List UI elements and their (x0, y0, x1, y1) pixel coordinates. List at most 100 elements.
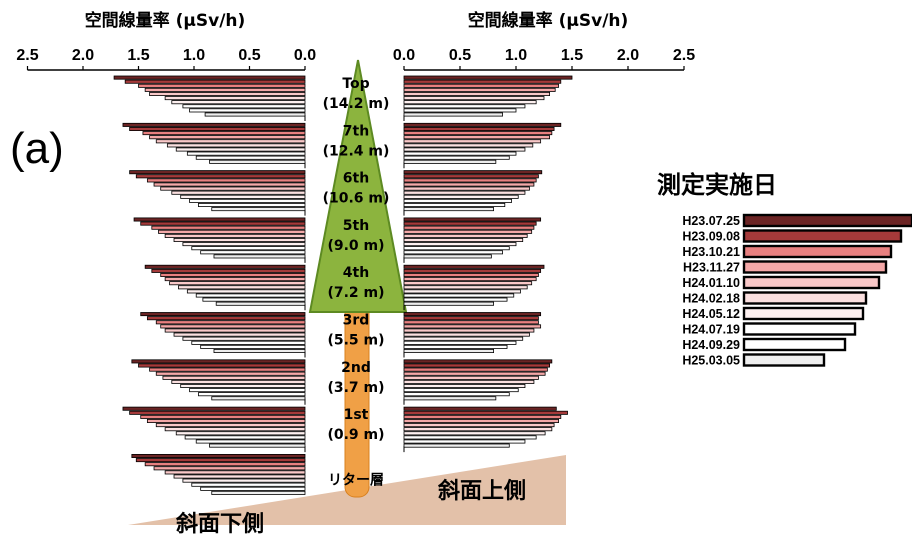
bar-left (149, 135, 306, 140)
right-tick-label: 1.0 (505, 47, 527, 64)
bar-right (403, 443, 510, 448)
bar-right (403, 254, 492, 259)
bar-left (180, 383, 306, 388)
right-tick-label: 1.5 (561, 47, 583, 64)
legend-layer: H23.07.25H23.09.08H23.10.21H23.11.27H24.… (682, 213, 912, 368)
bar-left (140, 221, 306, 226)
bar-right (403, 100, 537, 105)
bar-left (158, 229, 306, 234)
bar-left (173, 474, 306, 479)
legend-swatch (742, 322, 857, 336)
bar-left (211, 490, 306, 495)
height-label: 2nd (341, 360, 371, 376)
bar-right (403, 316, 539, 321)
bar-right (403, 396, 497, 401)
bar-right (403, 104, 526, 109)
legend-entry-label: H23.07.25 (682, 214, 740, 228)
bar-left (191, 340, 306, 345)
bar-left (144, 462, 306, 467)
legend-entry-label: H24.09.29 (682, 338, 740, 352)
bar-right (403, 427, 553, 432)
bar-left (195, 439, 306, 444)
bar-left (164, 277, 306, 282)
bar-right (403, 328, 535, 333)
bar-right (403, 127, 555, 132)
bar-right (403, 198, 512, 203)
panel-label: (a) (10, 124, 64, 173)
bar-left (140, 414, 306, 419)
legend-swatch (742, 337, 847, 352)
legend-entry-label: H24.02.18 (682, 292, 740, 306)
bar-left (155, 139, 306, 144)
bar-right (403, 340, 517, 345)
bar-left (164, 233, 306, 238)
bar-left (155, 423, 306, 428)
bar-right (403, 79, 562, 84)
slope-label-upper: 斜面上側 (437, 478, 526, 504)
bar-left (162, 375, 306, 380)
bar-left (200, 250, 306, 255)
tree-trunk (344, 299, 370, 498)
bar-left (146, 418, 306, 423)
bar-right (403, 363, 551, 368)
legend-entry-label: H23.09.08 (682, 230, 740, 244)
legend-entry-label: H24.01.10 (682, 276, 740, 290)
bar-left (198, 392, 306, 397)
bar-left (153, 182, 306, 187)
bar-right (403, 293, 515, 298)
axes-layer: 2.5 2.0 1.5 1.0 0.5 0.0 0.0 0.5 1.0 1.5 2.0 2.5 (16, 47, 695, 453)
bar-right (403, 186, 530, 191)
bar-left (189, 198, 306, 203)
bar-right (403, 155, 510, 160)
bar-right (403, 83, 559, 88)
height-sublabel: (0.9 m) (327, 427, 384, 443)
bar-left (182, 478, 306, 483)
height-label: 3rd (343, 313, 370, 329)
legend-swatch (742, 229, 903, 243)
bar-left (160, 324, 306, 329)
bar-left (164, 96, 306, 101)
bar-right (403, 108, 517, 113)
bar-right (403, 217, 542, 222)
bar-right (403, 435, 537, 440)
bar-left (155, 371, 306, 376)
bar-left (142, 131, 306, 136)
bar-left (151, 225, 306, 230)
bar-right (403, 324, 542, 329)
bar-right (403, 147, 526, 152)
bar-right (403, 207, 494, 212)
bar-left (211, 207, 306, 212)
bar-left (173, 237, 306, 242)
bar-left (149, 367, 306, 372)
legend-swatch (742, 260, 888, 274)
bar-left (195, 293, 306, 298)
bar-right (403, 375, 539, 380)
bar-left (182, 242, 306, 247)
bar-right (403, 135, 551, 140)
right-axis-title: 空間線量率 (µSv/h) (468, 10, 629, 31)
bar-right (403, 431, 546, 436)
bar-left (213, 348, 306, 353)
bar-right (403, 250, 503, 255)
bar-right (403, 233, 528, 238)
height-sublabel: (12.4 m) (323, 143, 390, 159)
bars-layer (113, 75, 573, 495)
bar-left (189, 388, 306, 393)
bar-left (160, 186, 306, 191)
left-tick-label: 1.0 (183, 47, 205, 64)
bar-right (403, 289, 521, 294)
bar-left (146, 178, 306, 183)
bar-left (184, 435, 306, 440)
bar-right (403, 392, 510, 397)
legend-title: 測定実施日 (657, 171, 777, 199)
bar-left (182, 336, 306, 341)
bar-left (169, 281, 306, 286)
bar-right (403, 237, 524, 242)
bar-left (191, 246, 306, 251)
bar-left (140, 312, 306, 317)
bar-left (146, 316, 306, 321)
bar-left (149, 92, 306, 97)
legend-swatch (742, 291, 868, 305)
legend-entry-label: H24.07.19 (682, 323, 740, 337)
bar-right (403, 170, 543, 175)
